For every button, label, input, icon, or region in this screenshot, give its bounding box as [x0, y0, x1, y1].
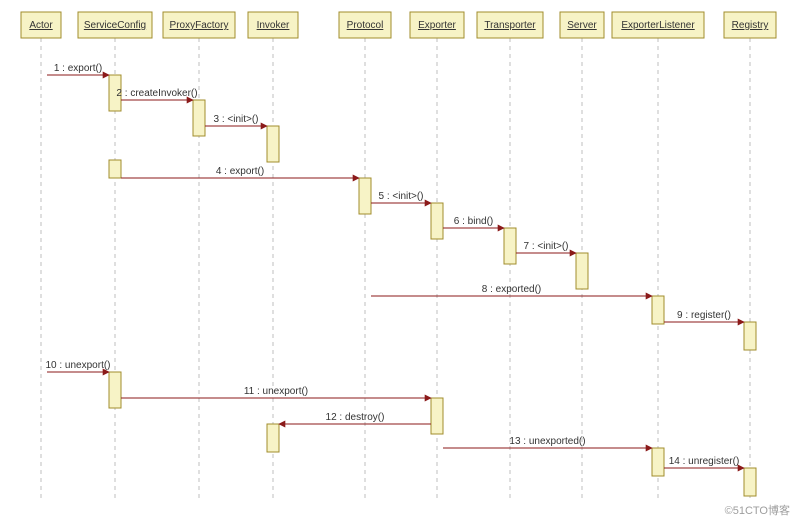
- activation-explistener-13: [652, 448, 664, 476]
- participant-label-proxyfactory: ProxyFactory: [170, 20, 229, 31]
- activation-invoker-2: [267, 126, 279, 162]
- message-label-4: 4 : export(): [216, 166, 264, 177]
- message-label-1: 1 : export(): [54, 63, 102, 74]
- message-label-14: 14 : unregister(): [669, 456, 740, 467]
- message-label-3: 3 : <init>(): [213, 114, 258, 125]
- activation-server-7: [576, 253, 588, 289]
- activation-registry-9: [744, 322, 756, 350]
- participant-label-explistener: ExporterListener: [621, 20, 695, 31]
- message-label-7: 7 : <init>(): [523, 241, 568, 252]
- participant-label-transporter: Transporter: [484, 20, 536, 31]
- message-label-8: 8 : exported(): [482, 284, 541, 295]
- participant-label-serviceconfig: ServiceConfig: [84, 20, 146, 31]
- activation-explistener-8: [652, 296, 664, 324]
- activation-registry-14: [744, 468, 756, 496]
- message-label-13: 13 : unexported(): [509, 436, 585, 447]
- message-label-11: 11 : unexport(): [244, 386, 308, 397]
- message-label-6: 6 : bind(): [454, 216, 493, 227]
- participant-label-invoker: Invoker: [257, 20, 290, 31]
- message-label-5: 5 : <init>(): [378, 191, 423, 202]
- message-label-12: 12 : destroy(): [326, 412, 385, 423]
- activation-invoker-12: [267, 424, 279, 452]
- participant-label-actor: Actor: [29, 20, 53, 31]
- watermark-text: ©51CTO博客: [725, 502, 790, 518]
- participant-label-exporter: Exporter: [418, 20, 456, 31]
- message-label-10: 10 : unexport(): [45, 360, 110, 371]
- activation-exporter-11: [431, 398, 443, 434]
- activation-exporter-5: [431, 203, 443, 239]
- activation-serviceconfig-10: [109, 372, 121, 408]
- message-label-9: 9 : register(): [677, 310, 731, 321]
- participant-label-protocol: Protocol: [347, 20, 384, 31]
- activation-protocol-4: [359, 178, 371, 214]
- activation-serviceconfig-3: [109, 160, 121, 178]
- activation-transporter-6: [504, 228, 516, 264]
- participant-label-registry: Registry: [732, 20, 769, 31]
- sequence-diagram: Actor ServiceConfig ProxyFactory Invoker Pro…: [0, 0, 796, 522]
- activation-proxyfactory-1: [193, 100, 205, 136]
- message-label-2: 2 : createInvoker(): [116, 88, 197, 99]
- participant-label-server: Server: [567, 20, 597, 31]
